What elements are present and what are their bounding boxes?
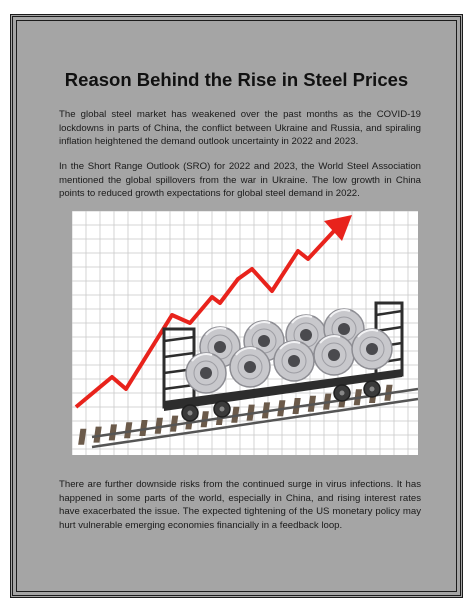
steel-coil — [351, 328, 393, 370]
trend-arrow-head — [324, 215, 352, 241]
steel-coil — [313, 334, 355, 376]
railway-track — [78, 384, 418, 449]
illustration-svg — [72, 211, 418, 455]
trend-arrow-line — [74, 229, 336, 409]
steel-coil — [185, 352, 227, 394]
paragraph-sro: In the Short Range Outlook (SRO) for 202… — [59, 161, 421, 199]
paragraph-risks: There are further downside risks from th… — [59, 479, 421, 531]
steel-price-illustration — [72, 211, 418, 455]
paragraph-intro: The global steel market has weakened ove… — [59, 109, 421, 147]
document-page: Reason Behind the Rise in Steel Prices T… — [10, 14, 463, 598]
railway-wagon — [162, 301, 404, 422]
steel-coil — [229, 346, 271, 388]
steel-coils — [185, 308, 393, 394]
steel-coil — [273, 340, 315, 382]
page-title: Reason Behind the Rise in Steel Prices — [64, 69, 409, 90]
wagon-wheels — [181, 380, 381, 422]
